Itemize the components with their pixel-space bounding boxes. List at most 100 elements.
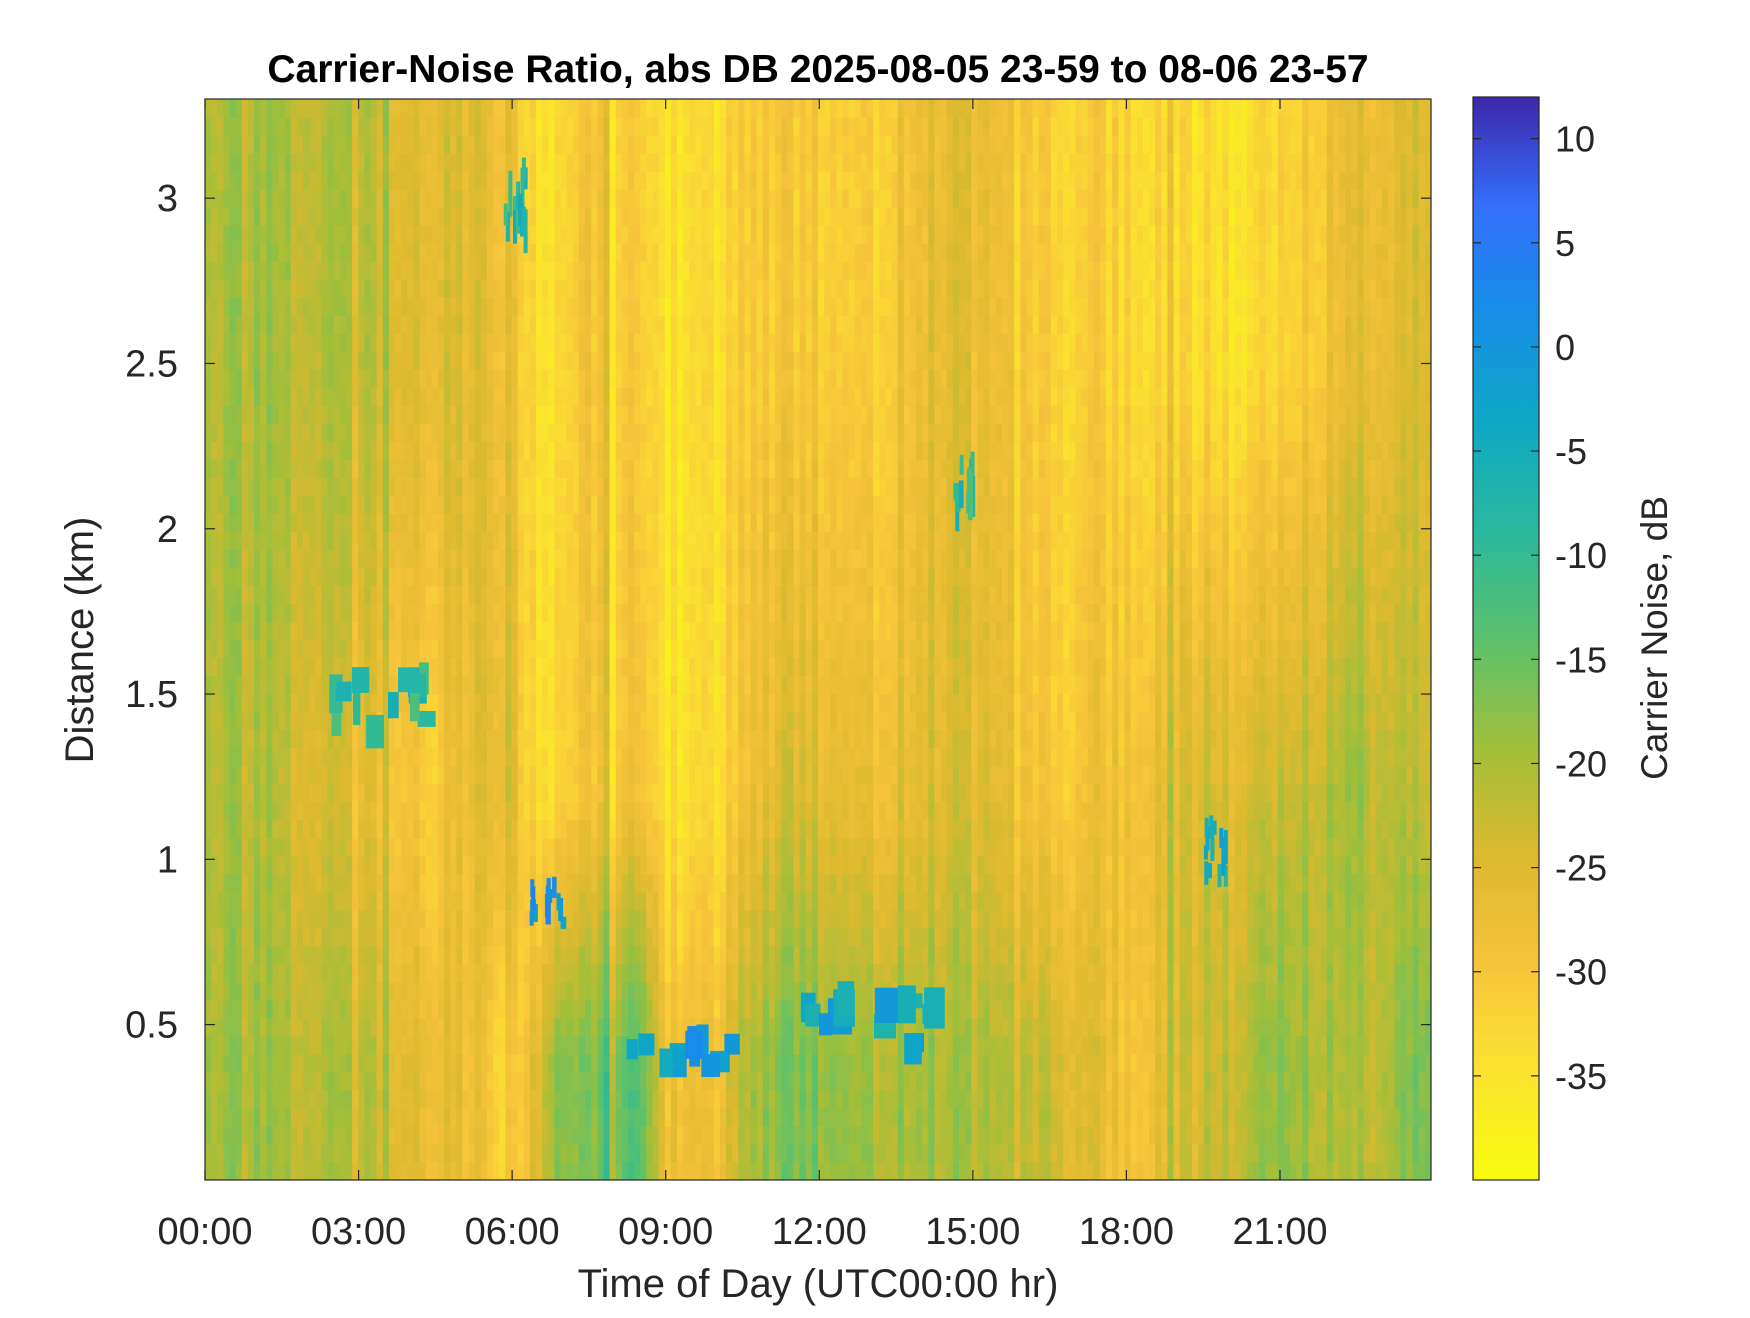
heatmap-cell	[382, 531, 390, 551]
heatmap-cell	[658, 1071, 666, 1091]
heatmap-cell	[254, 675, 261, 695]
heatmap-cell	[701, 567, 709, 587]
heatmap-cell	[511, 513, 519, 532]
heatmap-cell	[352, 1017, 359, 1037]
heatmap-cell	[345, 603, 353, 623]
heatmap-cell	[425, 225, 433, 244]
heatmap-cell	[339, 495, 347, 514]
heatmap-cell	[229, 225, 237, 244]
heatmap-cell	[603, 801, 611, 821]
heatmap-cell	[327, 747, 335, 767]
heatmap-cell	[536, 657, 543, 677]
heatmap-cell	[290, 297, 298, 316]
heatmap-cell	[437, 531, 445, 551]
heatmap-cell	[658, 783, 666, 803]
heatmap-cell	[505, 495, 513, 514]
heatmap-cell	[615, 873, 623, 893]
heatmap-cell	[388, 657, 396, 677]
heatmap-cell	[591, 333, 598, 352]
heatmap-cell	[578, 963, 586, 983]
heatmap-cell	[683, 927, 690, 947]
heatmap-cell	[683, 711, 690, 731]
heatmap-cell	[211, 423, 218, 442]
heatmap-cell	[247, 711, 255, 731]
heatmap-cell	[235, 1125, 243, 1145]
heatmap-cell	[395, 891, 402, 911]
heatmap-cell	[266, 927, 274, 947]
heatmap-cell	[505, 693, 513, 713]
heatmap-cell	[572, 297, 580, 316]
heatmap-cell	[358, 153, 365, 172]
heatmap-cell	[585, 387, 592, 406]
heatmap-cell	[278, 567, 286, 587]
heatmap-cell	[615, 369, 623, 388]
heatmap-cell	[205, 171, 212, 190]
heatmap-cell	[260, 243, 267, 262]
heatmap-cell	[413, 783, 421, 803]
heatmap-cell	[321, 783, 329, 803]
heatmap-cell	[450, 711, 457, 731]
heatmap-cell	[382, 585, 390, 605]
heatmap-cell	[652, 1161, 660, 1180]
heatmap-cell	[529, 675, 537, 695]
heatmap-cell	[358, 801, 365, 821]
heatmap-cell	[578, 657, 586, 677]
heatmap-cell	[707, 189, 715, 208]
heatmap-cell	[683, 351, 690, 370]
heatmap-cell	[229, 945, 237, 965]
heatmap-cell	[572, 1161, 580, 1180]
heatmap-cell	[542, 945, 549, 965]
heatmap-cell	[229, 1161, 237, 1180]
heatmap-cell	[585, 531, 592, 551]
heatmap-cell	[419, 1017, 427, 1037]
heatmap-cell	[376, 1089, 384, 1109]
heatmap-cell	[701, 801, 709, 821]
heatmap-cell	[670, 657, 678, 677]
heatmap-cell	[585, 873, 592, 893]
heatmap-cell	[315, 819, 323, 839]
heatmap-cell	[419, 351, 427, 370]
heatmap-cell	[536, 495, 543, 514]
heatmap-cell	[217, 963, 224, 983]
heatmap-cell	[272, 117, 280, 136]
heatmap-cell	[486, 189, 494, 208]
heatmap-cell	[634, 405, 641, 424]
heatmap-cell	[615, 1071, 623, 1091]
heatmap-cell	[542, 315, 549, 334]
heatmap-cell	[585, 495, 592, 514]
heatmap-cell	[701, 171, 709, 190]
heatmap-cell	[634, 531, 641, 551]
heatmap-cell	[529, 1161, 537, 1180]
heatmap-cell	[664, 891, 672, 911]
heatmap-cell	[376, 351, 384, 370]
heatmap-cell	[462, 729, 470, 749]
heatmap-cell	[486, 279, 494, 298]
heatmap-cell	[652, 891, 660, 911]
heatmap-cell	[450, 369, 457, 388]
heatmap-cell	[542, 675, 549, 695]
heatmap-cell	[278, 387, 286, 406]
heatmap-cell	[560, 513, 568, 532]
heatmap-cell	[591, 819, 598, 839]
heatmap-cell	[499, 1071, 506, 1091]
heatmap-cell	[677, 801, 684, 821]
heatmap-cell	[572, 837, 580, 857]
heatmap-cell	[627, 729, 635, 749]
heatmap-cell	[229, 1071, 237, 1091]
heatmap-cell	[401, 963, 408, 983]
heatmap-cell	[505, 963, 513, 983]
heatmap-cell	[395, 315, 402, 334]
heatmap-cell	[339, 279, 347, 298]
heatmap-cell	[413, 657, 421, 677]
heatmap-cell	[290, 765, 298, 785]
heatmap-cell	[444, 567, 451, 587]
heatmap-cell	[321, 1017, 329, 1037]
heatmap-cell	[296, 621, 304, 641]
heatmap-cell	[315, 423, 323, 442]
heatmap-cell	[205, 621, 212, 641]
heatmap-cell	[542, 783, 549, 803]
heatmap-cell	[303, 711, 310, 731]
heatmap-cell	[419, 207, 427, 226]
heatmap-cell	[597, 999, 605, 1019]
heatmap-cell	[634, 225, 641, 244]
